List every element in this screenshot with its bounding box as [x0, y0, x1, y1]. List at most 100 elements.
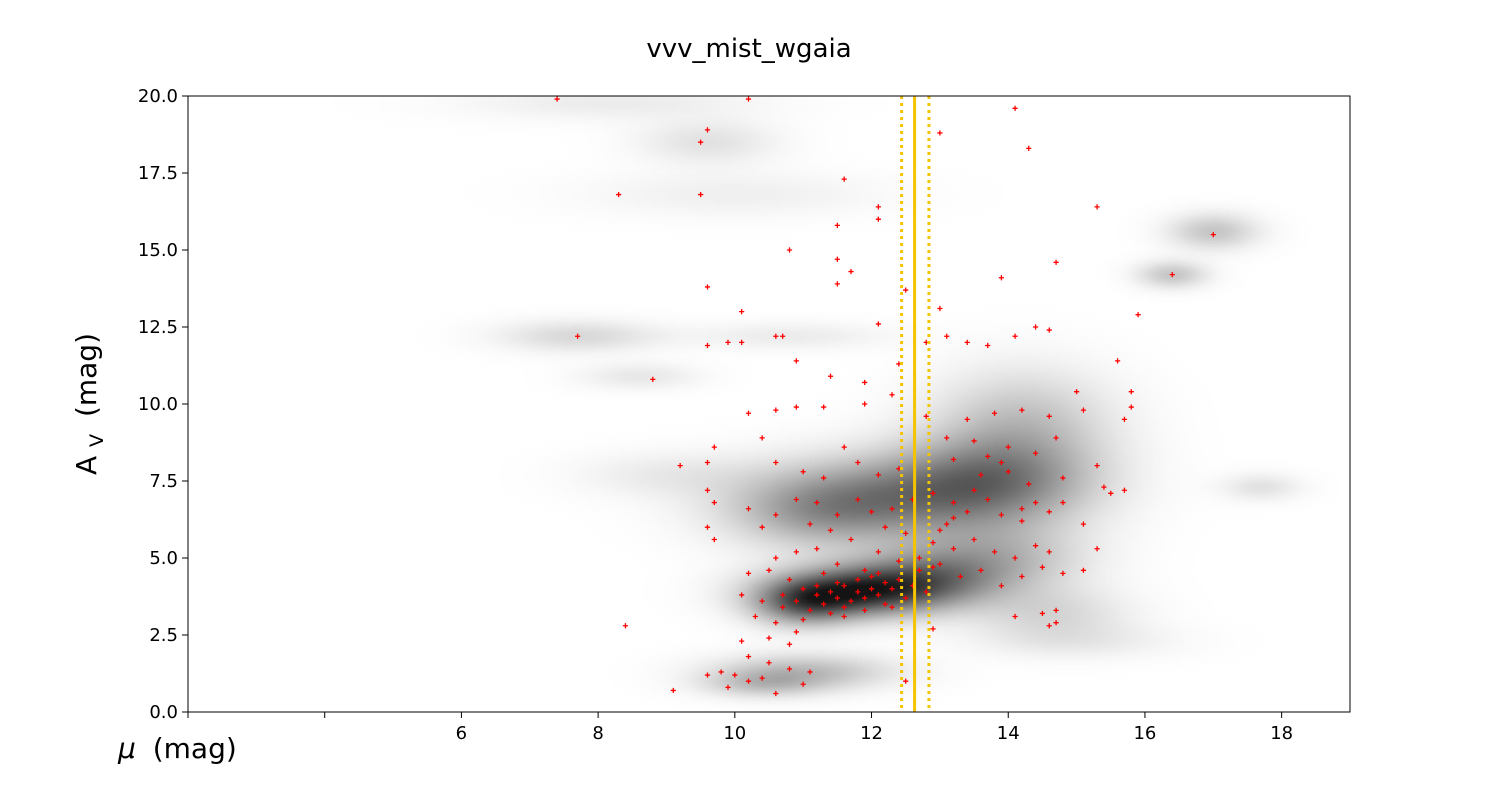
x-axis: 6 8 10 12 14 16 18 [187, 712, 1293, 744]
data-point [1019, 506, 1025, 512]
data-point [800, 469, 806, 475]
data-point [793, 549, 799, 555]
data-point [780, 604, 786, 610]
data-point [745, 506, 752, 512]
y-tick-label: 10.0 [138, 394, 178, 415]
data-point [896, 558, 902, 564]
data-point [937, 561, 943, 567]
data-point [998, 275, 1004, 281]
data-point [916, 555, 922, 561]
data-point [978, 472, 984, 478]
data-point [985, 496, 991, 503]
data-point [1005, 469, 1011, 475]
data-point [725, 339, 731, 345]
data-point [773, 690, 779, 697]
data-point [786, 247, 793, 253]
reference-lines [900, 96, 931, 712]
data-point [841, 583, 847, 589]
data-point [1080, 521, 1087, 527]
data-point [916, 567, 922, 573]
y-tick-label: 2.5 [149, 625, 178, 646]
data-point [732, 672, 738, 678]
data-point [1060, 499, 1066, 506]
data-point [875, 321, 881, 327]
x-tick-label: 8 [592, 723, 603, 744]
x-axis-label-unit: (mag) [153, 732, 237, 765]
data-point [1046, 509, 1052, 515]
data-point [1128, 404, 1134, 410]
data-point [1073, 389, 1080, 395]
data-point [1012, 105, 1018, 111]
data-point [554, 96, 560, 102]
data-point [1053, 435, 1059, 441]
data-point [1115, 358, 1121, 364]
data-point [827, 373, 834, 379]
data-point [1032, 499, 1039, 506]
y-tick-label: 12.5 [138, 317, 178, 338]
data-point [855, 589, 861, 595]
x-tick-label: 16 [1133, 723, 1156, 744]
data-point [1210, 232, 1216, 238]
data-point [1108, 490, 1114, 496]
data-point [800, 586, 806, 592]
data-point [937, 130, 943, 136]
data-point [827, 589, 834, 595]
data-point [793, 598, 799, 604]
data-point [1053, 607, 1059, 613]
data-point [991, 549, 998, 555]
data-point [786, 576, 793, 583]
x-tick-label: 18 [1270, 723, 1293, 744]
data-point [868, 509, 875, 515]
data-point [670, 687, 676, 694]
data-point [964, 509, 970, 515]
data-point [944, 333, 950, 339]
data-point [841, 444, 847, 450]
data-point [698, 139, 704, 145]
data-point [773, 407, 779, 413]
data-point [903, 287, 909, 293]
data-point [1019, 518, 1025, 524]
data-point [711, 444, 717, 450]
data-point [950, 546, 957, 552]
x-tick-label: 12 [860, 723, 883, 744]
data-point [1101, 484, 1107, 490]
data-point [1032, 450, 1039, 456]
data-point [807, 669, 813, 675]
data-point [964, 339, 970, 345]
scatter-points [554, 96, 1216, 697]
data-point [793, 404, 799, 410]
y-tick-label: 5.0 [149, 548, 178, 569]
y-tick-label: 20.0 [138, 86, 178, 107]
data-point [766, 660, 772, 666]
data-point [903, 595, 909, 601]
y-tick-label: 17.5 [138, 163, 178, 184]
data-point [875, 204, 881, 210]
data-point [711, 499, 717, 506]
data-point [752, 613, 758, 620]
x-tick-label: 6 [456, 723, 467, 744]
data-point [1026, 145, 1032, 151]
data-point [882, 524, 888, 530]
data-point [985, 342, 991, 349]
data-point [848, 536, 854, 543]
data-point [1080, 407, 1087, 413]
data-point [855, 496, 861, 503]
data-point [950, 515, 957, 521]
y-tick-label: 7.5 [149, 471, 178, 492]
data-point [759, 598, 765, 604]
data-point [862, 379, 868, 386]
data-point [814, 546, 820, 552]
data-point [950, 499, 957, 506]
data-point [759, 524, 765, 530]
chart-title: vvv_mist_wgaia [646, 34, 851, 64]
data-point [998, 459, 1004, 466]
data-point [759, 435, 765, 441]
data-point [1012, 333, 1018, 339]
data-point [875, 570, 881, 576]
data-point [745, 410, 752, 416]
data-point [718, 669, 724, 675]
data-point [834, 281, 840, 287]
data-point [1046, 623, 1052, 629]
data-point [998, 583, 1004, 589]
